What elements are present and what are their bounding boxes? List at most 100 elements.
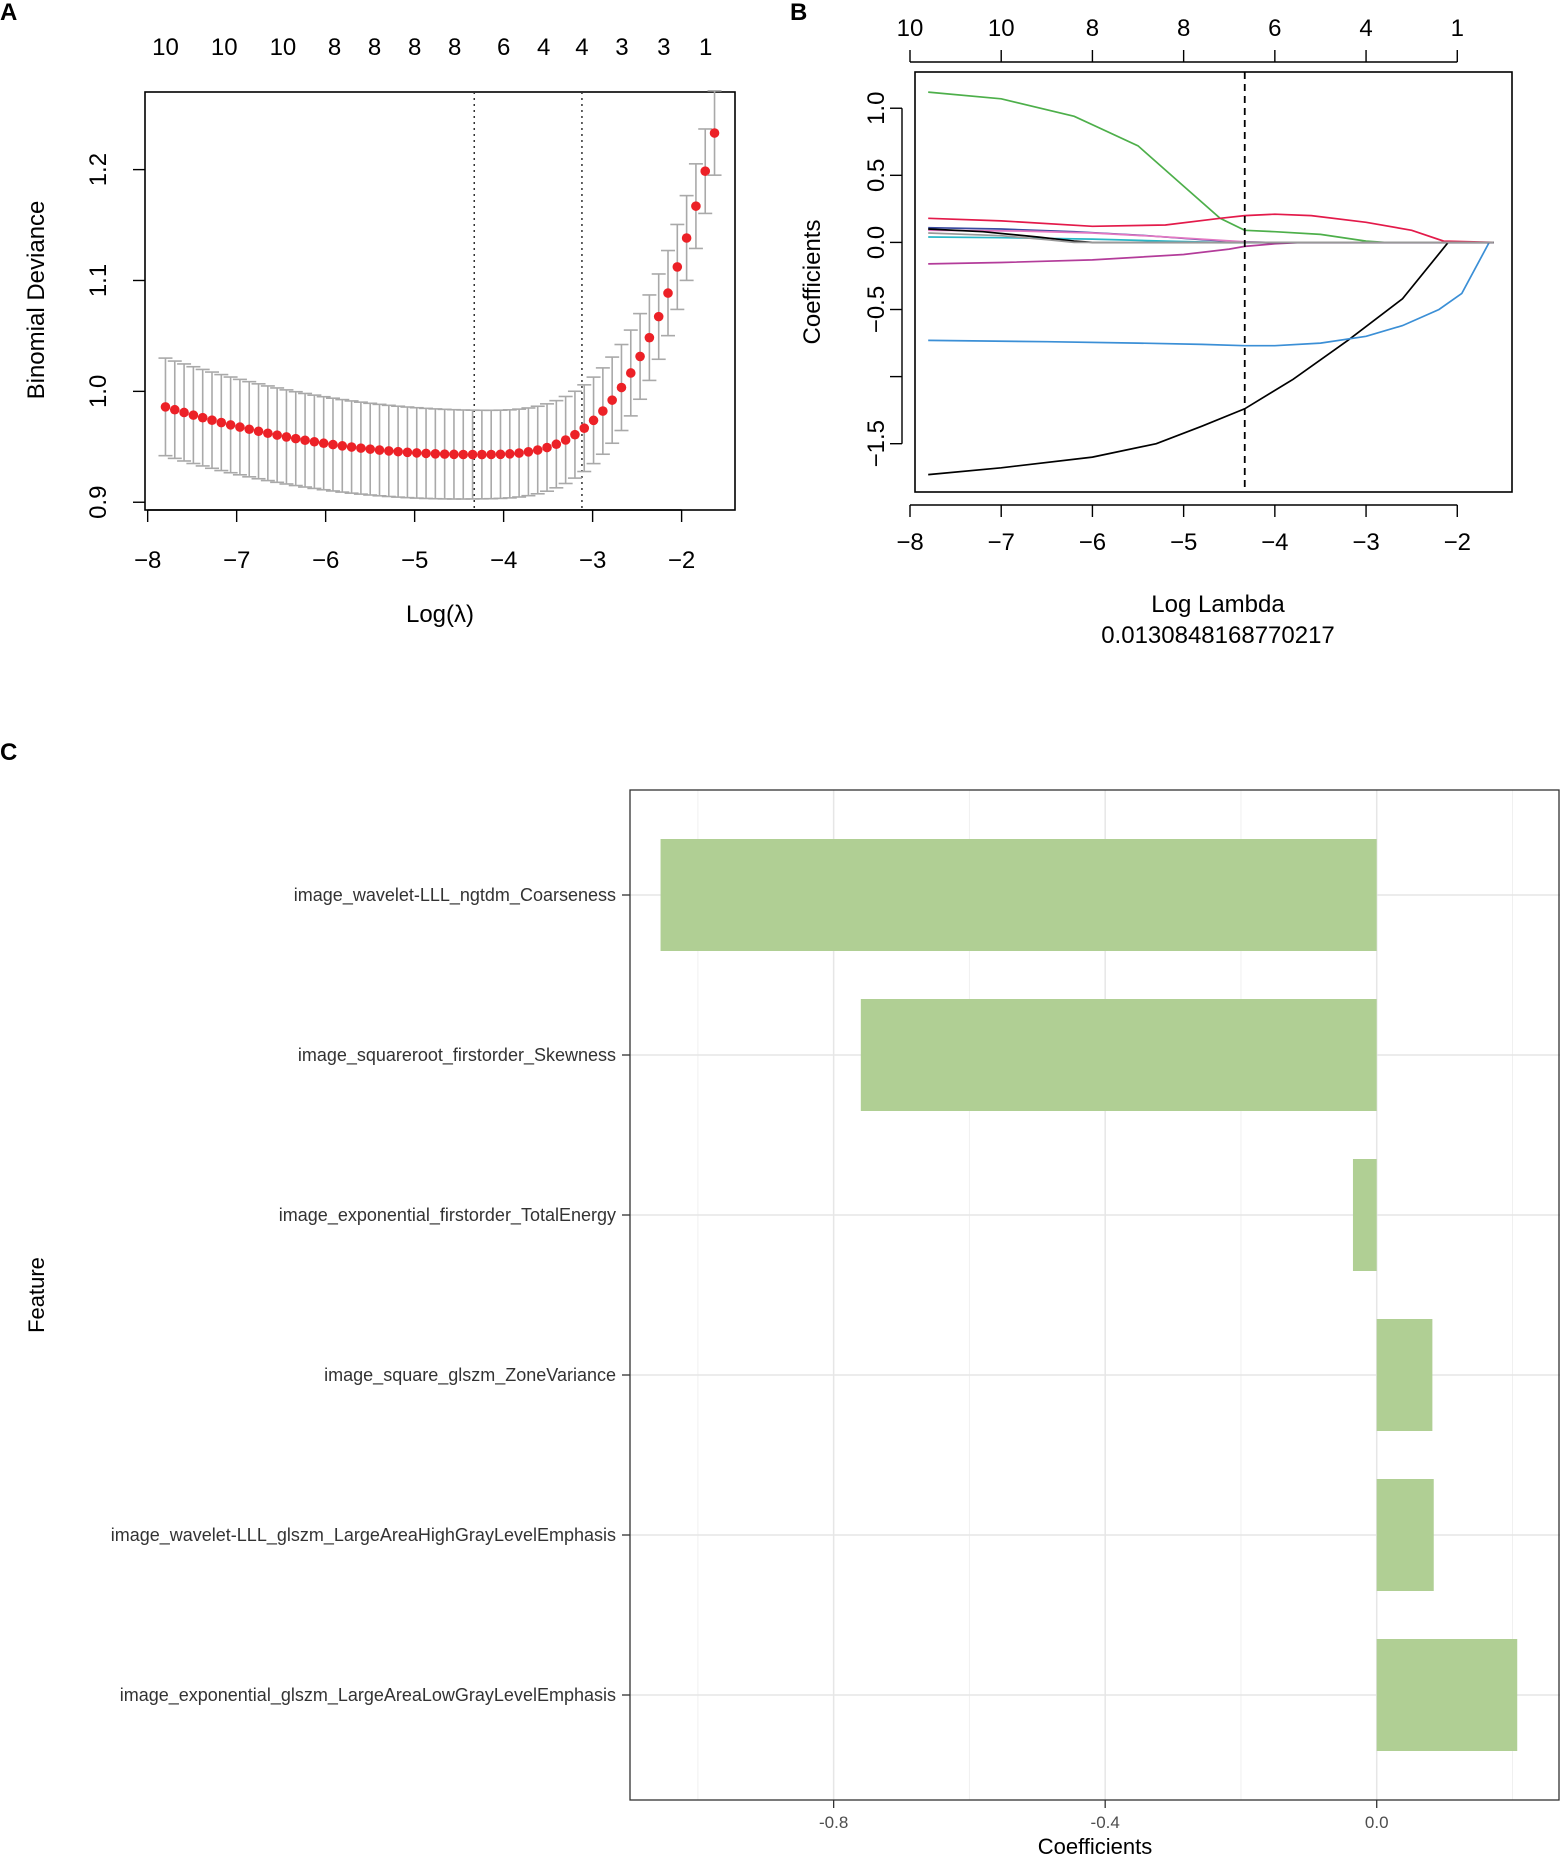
- plot-frame: [914, 71, 1513, 493]
- x-tick-label: −5: [401, 547, 428, 574]
- x-tick-label: −7: [988, 529, 1015, 556]
- data-point: [625, 368, 636, 378]
- x-axis-title: Log(λ): [406, 601, 474, 628]
- data-point: [188, 410, 199, 420]
- data-point: [467, 449, 478, 460]
- bar-image-squareroot-firstorder-skewness: [860, 999, 1377, 1111]
- x-tick-label: −7: [223, 547, 250, 574]
- x-axis-title: Coefficients: [1038, 1834, 1153, 1858]
- y-axis-title: Feature: [24, 1257, 49, 1333]
- data-point: [672, 262, 683, 272]
- data-point: [374, 445, 385, 455]
- data-point: [523, 447, 534, 457]
- coefficient-path-blue: [928, 241, 1490, 347]
- panel-label-a: A: [0, 0, 17, 26]
- x-tick-label: −3: [1352, 529, 1379, 556]
- top-axis-label: 10: [897, 15, 924, 42]
- y-category-label: image_exponential_firstorder_TotalEnergy: [279, 1205, 616, 1226]
- data-point: [644, 332, 655, 343]
- data-point: [421, 448, 431, 459]
- top-axis-label: 4: [575, 34, 588, 61]
- top-axis-label: 8: [368, 34, 381, 61]
- plot-frame: [629, 789, 1560, 1801]
- data-point: [225, 420, 236, 430]
- data-point: [542, 442, 552, 453]
- x-tick-label: −2: [668, 547, 695, 574]
- top-axis: 10 10 8 8 6 4 1: [897, 15, 1464, 63]
- data-point: [272, 430, 282, 440]
- data-point: [337, 441, 348, 451]
- y-tick-label: 1.2: [85, 153, 112, 186]
- data-point: [207, 415, 217, 425]
- top-axis-label: 1: [699, 34, 712, 61]
- data-point: [281, 432, 292, 442]
- bar-image-exponential-glszm-largearealowgraylevelemphasis: [1376, 1639, 1518, 1751]
- bar-image-exponential-firstorder-totalenergy: [1352, 1159, 1377, 1271]
- data-point: [560, 435, 571, 445]
- data-point: [290, 433, 301, 444]
- data-point: [579, 423, 590, 433]
- top-axis-label: 3: [615, 34, 628, 61]
- top-axis-label: 10: [152, 34, 179, 61]
- y-category-label: image_square_glszm_ZoneVariance: [324, 1365, 616, 1386]
- data-point: [300, 435, 310, 446]
- coefficient-path-purple: [928, 241, 1494, 265]
- x-axis-title: Log Lambda: [1151, 591, 1285, 618]
- data-point: [235, 422, 245, 432]
- data-point: [635, 351, 645, 362]
- top-axis-label: 8: [448, 34, 461, 61]
- coefficient-path-green: [928, 91, 1494, 244]
- panel-b-coefficient-paths-chart: −8 −7 −6 −5 −4 −3 −2 Log Lambda 0.01308481687702…: [799, 15, 1513, 649]
- top-axis-label: 3: [657, 34, 670, 61]
- x-tick-label: −4: [1261, 529, 1288, 556]
- data-point: [477, 449, 487, 460]
- data-point: [160, 402, 171, 412]
- y-axis-title: Coefficients: [799, 220, 826, 345]
- data-point: [244, 424, 255, 435]
- y-category-label: image_wavelet-LLL_glszm_LargeAreaHighGra…: [111, 1525, 616, 1546]
- data-point: [607, 395, 617, 405]
- x-tick-label: −4: [490, 547, 517, 574]
- data-point: [504, 449, 515, 459]
- y-category-label: image_exponential_glszm_LargeAreaLowGray…: [120, 1685, 616, 1706]
- y-axis: image_wavelet-LLL_ngtdm_Coarseness image_…: [111, 885, 630, 1706]
- x-tick-label: −8: [134, 547, 161, 574]
- data-point: [653, 311, 664, 322]
- data-point: [570, 429, 580, 440]
- data-point: [709, 128, 720, 138]
- plot-frame: [144, 91, 736, 511]
- x-tick-label: 0.0: [1365, 1813, 1389, 1832]
- data-point: [263, 428, 273, 439]
- data-point: [588, 415, 599, 426]
- data-point: [439, 449, 450, 459]
- data-point: [430, 449, 441, 459]
- y-category-label: image_wavelet-LLL_ngtdm_Coarseness: [294, 885, 616, 906]
- data-point: [346, 442, 357, 452]
- data-point: [384, 446, 394, 456]
- coefficient-path-red: [928, 213, 1494, 244]
- y-tick-label: 1.1: [85, 264, 112, 297]
- y-tick-label: 0.0: [863, 226, 890, 259]
- data-point: [411, 448, 422, 458]
- data-point: [700, 166, 711, 177]
- coefficient-path-gray: [928, 232, 1494, 244]
- bar-image-wavelet-lll-glszm-largeareahighgraylevelemphasis: [1376, 1479, 1434, 1591]
- data-point: [402, 447, 413, 458]
- coefficient-path-black: [928, 241, 1494, 476]
- top-axis-label: 1: [1451, 15, 1464, 42]
- data-point: [551, 439, 562, 450]
- y-tick-label: 0.9: [85, 486, 112, 519]
- data-point: [514, 448, 524, 458]
- data-point: [197, 412, 208, 423]
- data-point: [328, 439, 338, 450]
- deviance-series: [158, 90, 722, 500]
- y-tick-label: 1.0: [863, 92, 890, 125]
- data-point: [216, 417, 227, 428]
- y-tick-label: 0.5: [863, 159, 890, 192]
- data-point: [616, 382, 627, 393]
- data-point: [449, 449, 459, 460]
- x-tick-label: −6: [1079, 529, 1106, 556]
- top-axis-label: 8: [1086, 15, 1099, 42]
- top-axis-label: 4: [537, 34, 550, 61]
- data-point: [393, 446, 403, 457]
